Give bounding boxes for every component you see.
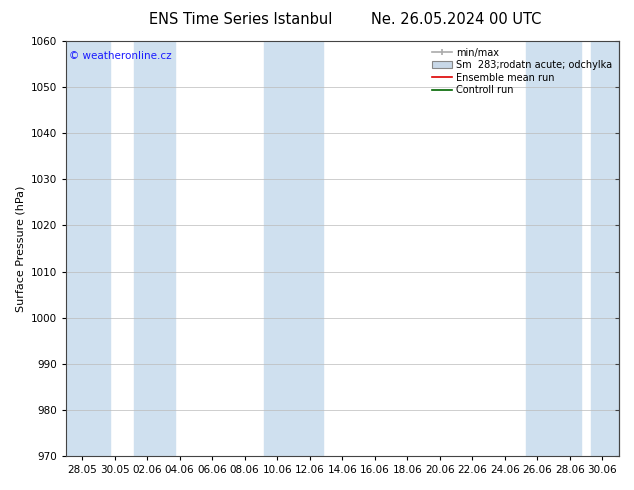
Bar [134,41,175,456]
Bar [264,41,323,456]
Text: © weatheronline.cz: © weatheronline.cz [68,51,171,61]
Bar [591,41,619,456]
Bar [66,41,110,456]
Text: Ne. 26.05.2024 00 UTC: Ne. 26.05.2024 00 UTC [372,12,541,27]
Legend: min/max, Sm  283;rodatn acute; odchylka, Ensemble mean run, Controll run: min/max, Sm 283;rodatn acute; odchylka, … [430,46,614,97]
Text: ENS Time Series Istanbul: ENS Time Series Istanbul [149,12,333,27]
Bar [526,41,581,456]
Y-axis label: Surface Pressure (hPa): Surface Pressure (hPa) [15,185,25,312]
